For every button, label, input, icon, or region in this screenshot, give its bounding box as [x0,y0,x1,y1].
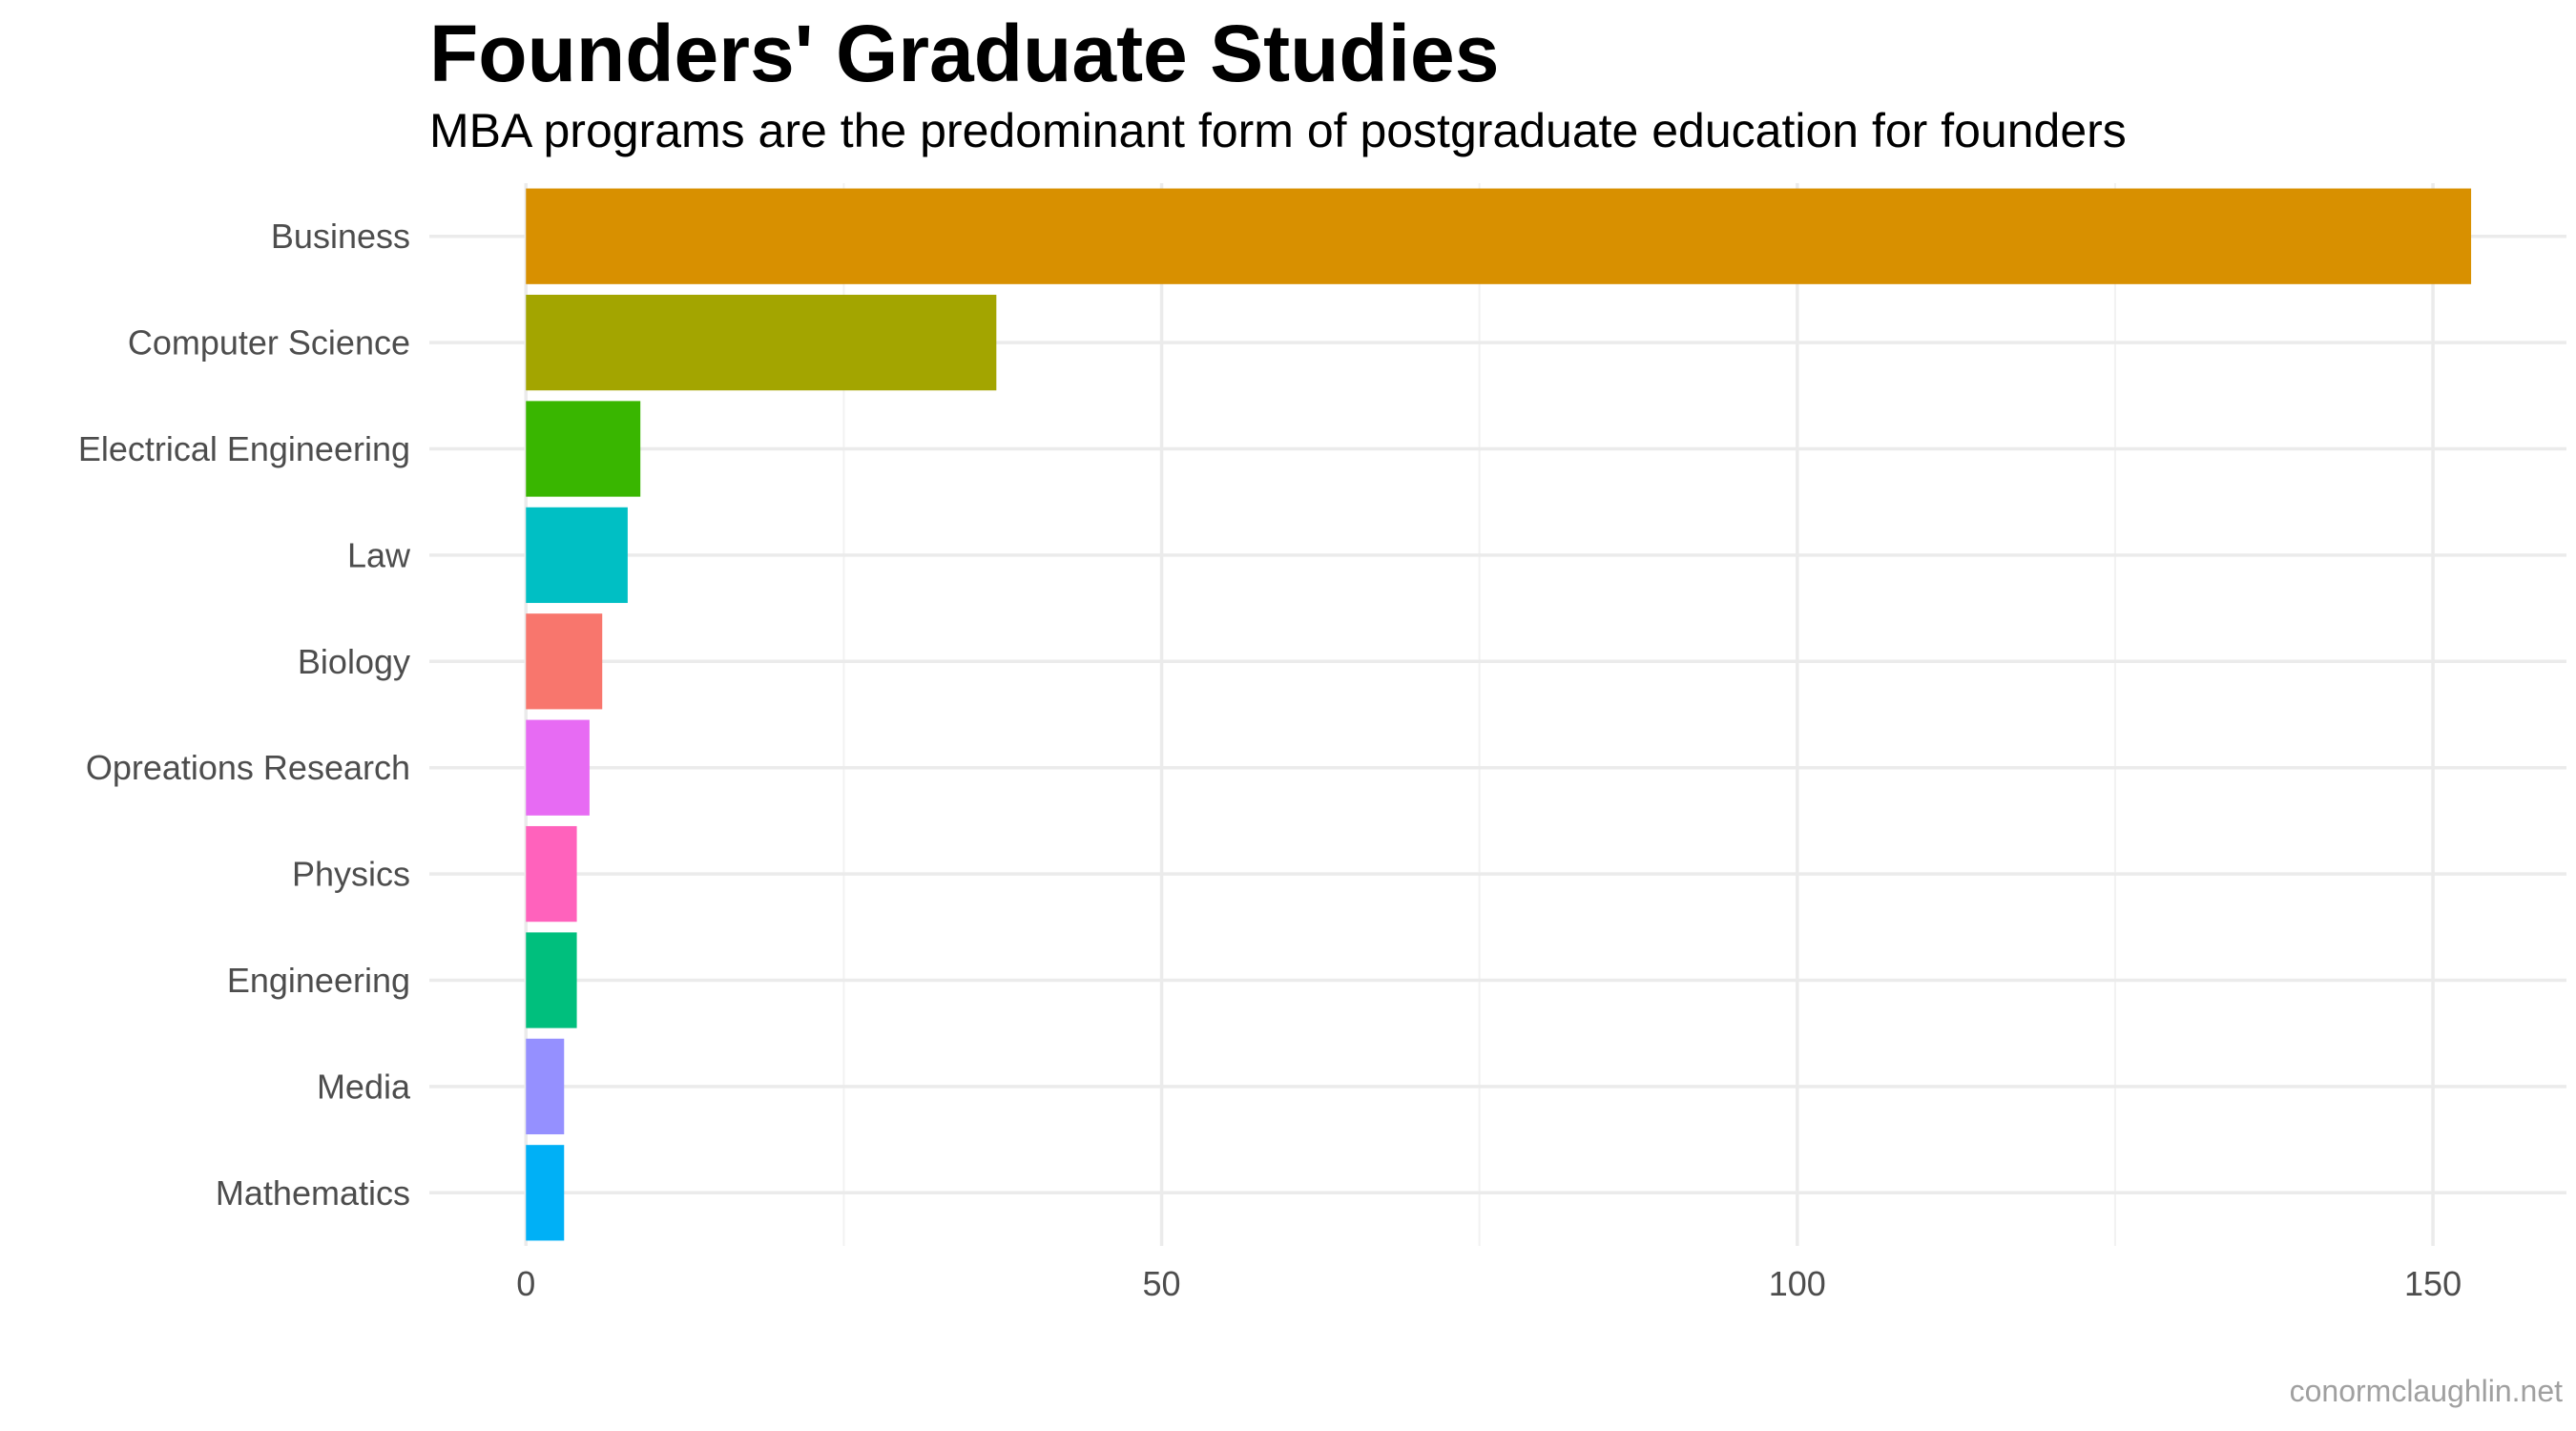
x-tick-label: 100 [1769,1264,1826,1303]
bar-business [526,188,2472,284]
category-label: Opreations Research [86,748,410,787]
x-tick-labels: 0 50 100 150 [516,1264,2462,1303]
category-label: Mathematics [216,1173,410,1213]
chart-title: Founders' Graduate Studies [429,9,1500,98]
x-tick-label: 0 [516,1264,535,1303]
category-label: Biology [298,642,410,681]
bar-media [526,1038,565,1135]
bar-engineering [526,932,577,1028]
bar-law [526,507,628,604]
x-tick-label: 150 [2404,1264,2462,1303]
chart-subtitle: MBA programs are the predominant form of… [429,104,2127,157]
category-label: Computer Science [128,323,410,363]
category-label: Engineering [227,961,410,1000]
category-label: Electrical Engineering [78,429,410,468]
bar-physics [526,825,577,923]
caption: conormclaughlin.net [2289,1374,2563,1408]
category-label: Physics [292,855,410,894]
bar-opreations-research [526,719,590,816]
category-label: Law [347,535,411,574]
category-label: Business [271,217,410,256]
bars [526,188,2472,1241]
bar-biology [526,613,603,710]
bar-mathematics [526,1145,565,1241]
bar-computer-science [526,294,997,391]
bar-electrical-engineering [526,401,641,497]
category-labels: Business Computer Science Electrical Engin… [78,217,411,1213]
x-tick-label: 50 [1143,1264,1181,1303]
category-label: Media [317,1067,411,1106]
